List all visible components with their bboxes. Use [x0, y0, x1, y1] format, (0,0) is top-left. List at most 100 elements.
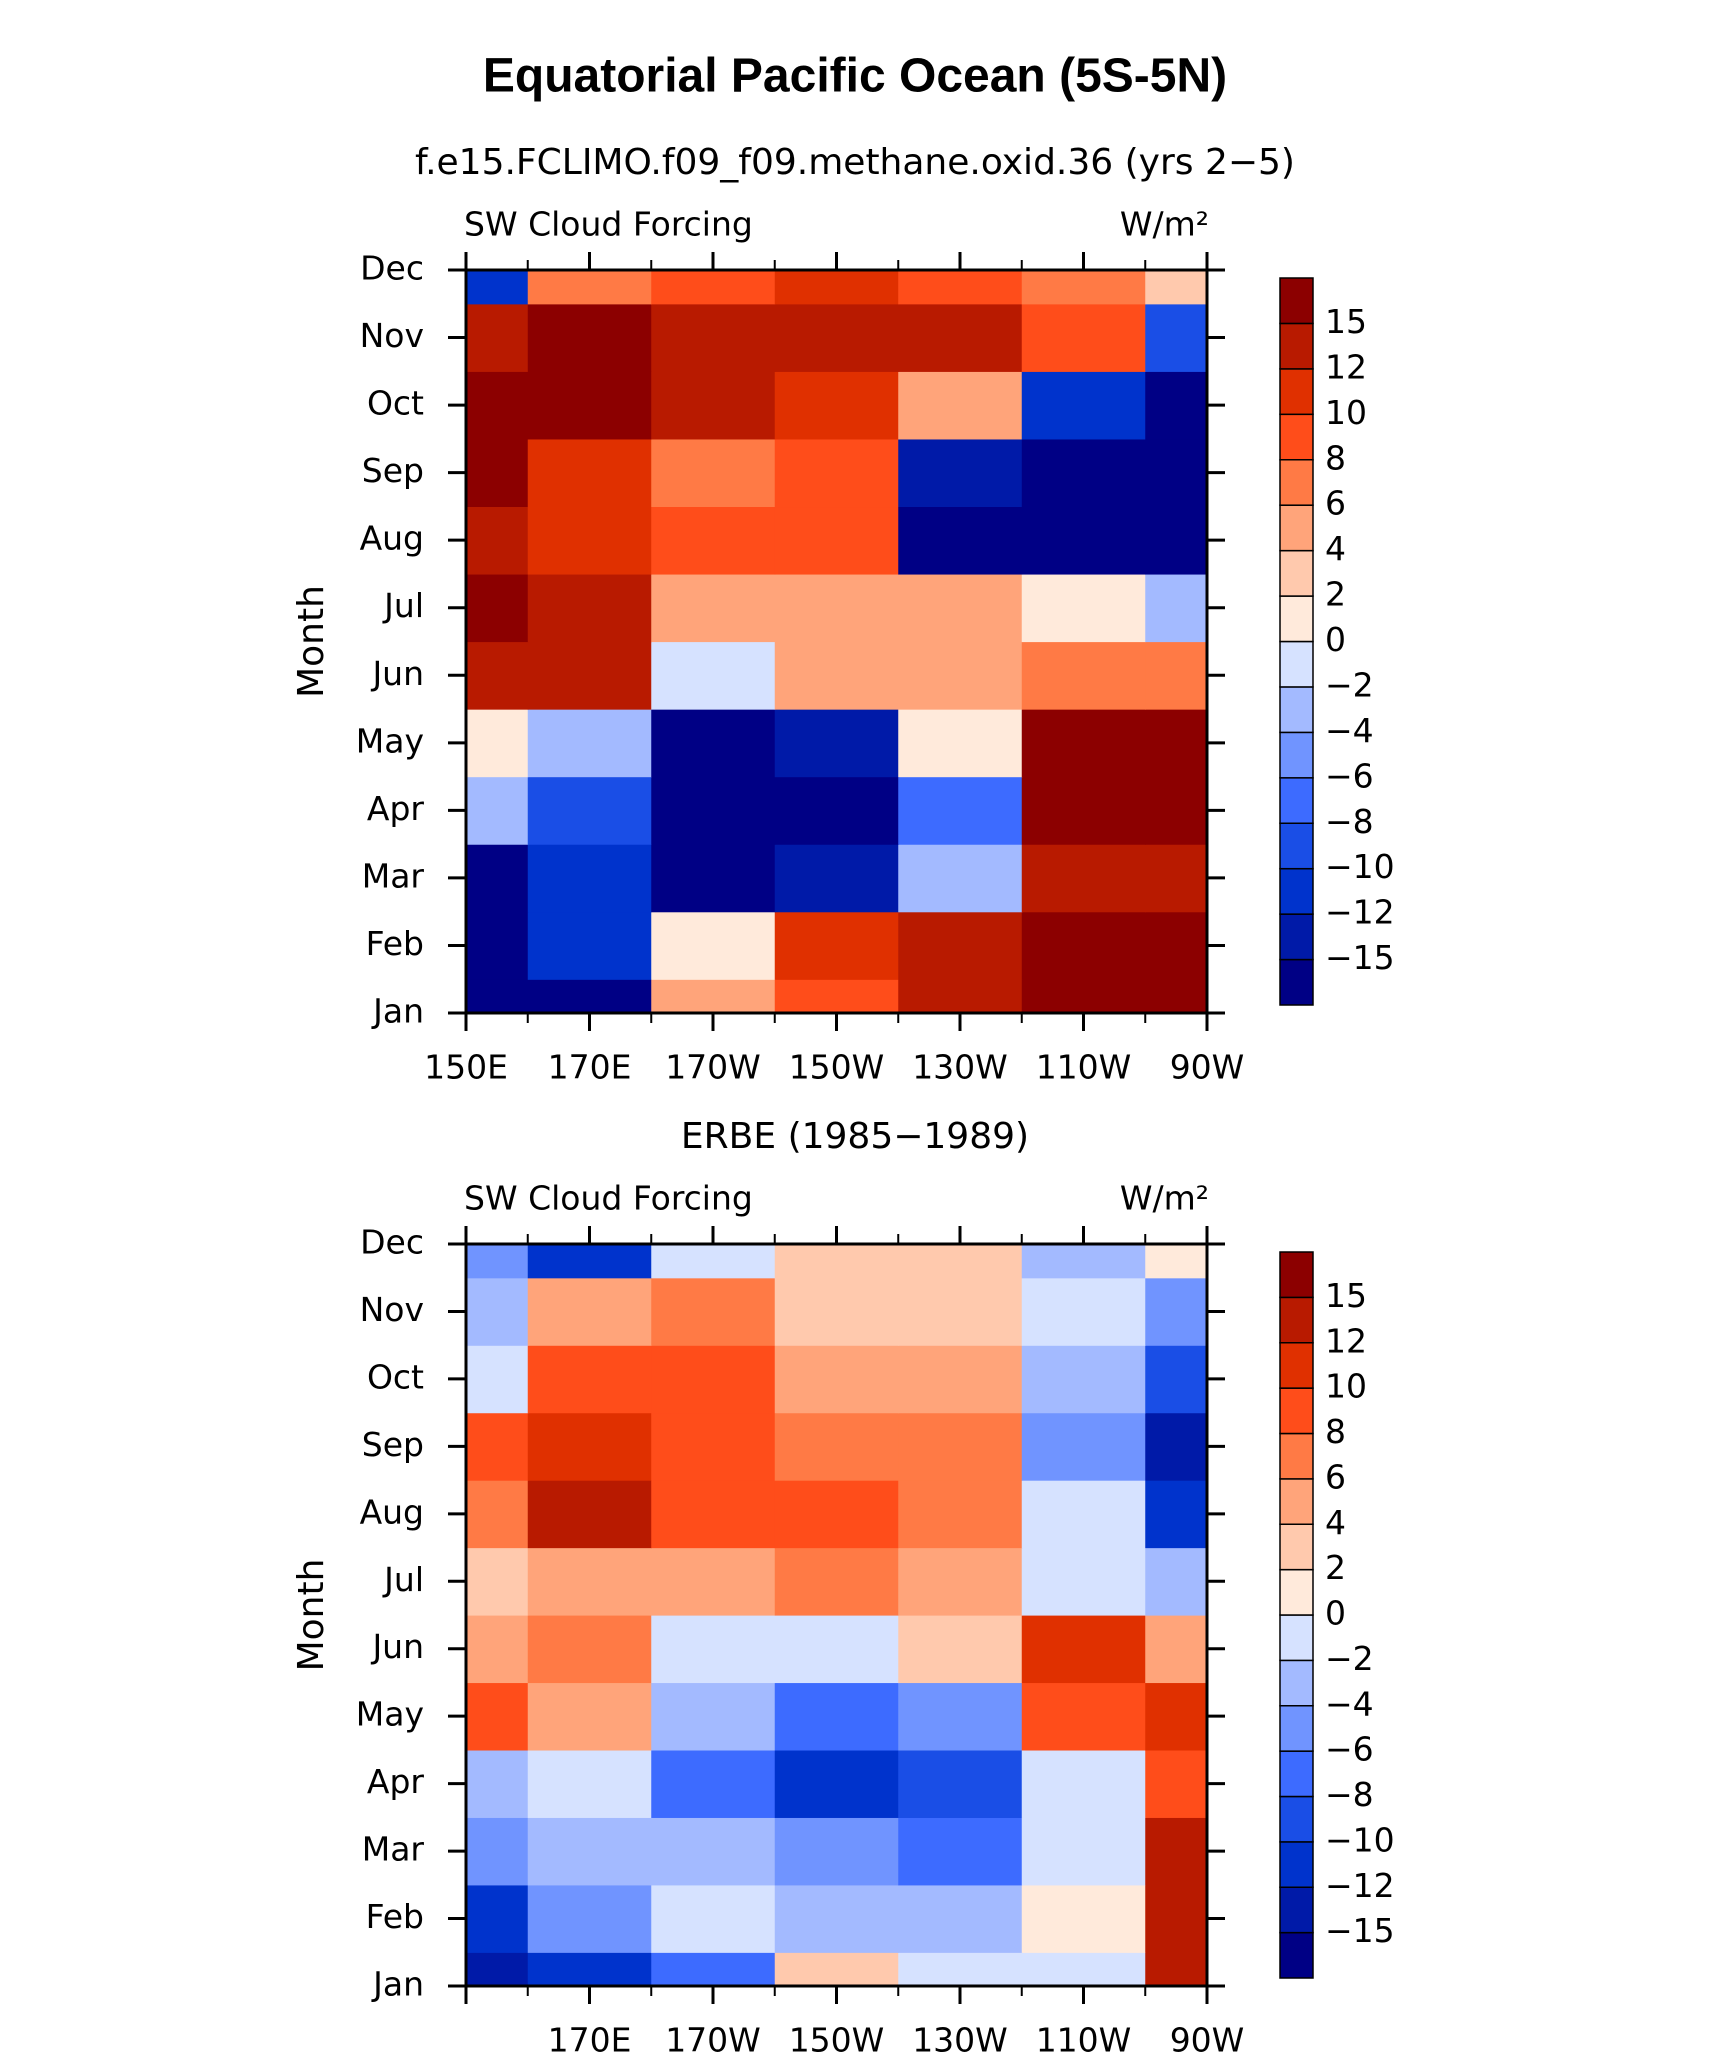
heat-cell [527, 1412, 652, 1481]
heat-cell [527, 776, 652, 845]
y-tick-label: May [356, 1695, 424, 1734]
colorbar-box [1279, 1432, 1314, 1480]
heat-cell [651, 1952, 776, 1986]
heat-cell [1021, 709, 1146, 778]
heat-cell [466, 1615, 529, 1684]
heat-cell [527, 1817, 652, 1886]
heatmap [466, 270, 1207, 1013]
y-tick-label: Dec [360, 1223, 424, 1262]
colorbar-box [1279, 958, 1314, 1006]
heat-cell [1021, 1244, 1146, 1279]
heat-cell [527, 1480, 652, 1549]
heat-cell [774, 1817, 899, 1886]
heat-cell [1145, 506, 1207, 575]
heat-cell [774, 911, 899, 980]
heat-cell [898, 709, 1023, 778]
heat-cell [1021, 1547, 1146, 1616]
heat-cell [527, 844, 652, 913]
units-label: W/m² [1120, 205, 1209, 244]
heat-cell [651, 844, 776, 913]
colorbar-box [1279, 504, 1314, 552]
chart-subtitle: f.e15.FCLIMO.f09_f09.methane.oxid.36 (yr… [415, 142, 1295, 183]
heat-cell [1145, 1817, 1207, 1886]
colorbar-box [1279, 1296, 1314, 1344]
x-tick-label: 150W [789, 1048, 885, 1087]
colorbar-box [1279, 686, 1314, 734]
heat-cell [1021, 1952, 1146, 1986]
heat-cell [898, 1615, 1023, 1684]
heat-cell [651, 1884, 776, 1953]
heat-cell [651, 1480, 776, 1549]
heat-cell [898, 1952, 1023, 1986]
x-tick-label: 150E [424, 1048, 508, 1087]
colorbar-label: 2 [1325, 575, 1346, 614]
heat-cell [774, 438, 899, 508]
heat-cell [651, 1749, 776, 1818]
colorbar-label: 6 [1325, 484, 1346, 523]
heat-cell [651, 911, 776, 980]
colorbar-label: −15 [1325, 938, 1395, 977]
heat-cell [1021, 270, 1146, 305]
main-title: Equatorial Pacific Ocean (5S-5N) [483, 50, 1227, 103]
heat-cell [527, 270, 652, 305]
heat-cell [774, 371, 899, 440]
heat-cell [527, 506, 652, 575]
units-label: W/m² [1120, 1179, 1209, 1218]
heat-cell [898, 979, 1023, 1013]
colorbar-label: −6 [1325, 1730, 1374, 1769]
colorbar-label: −15 [1325, 1911, 1395, 1950]
heat-cell [651, 1615, 776, 1684]
heat-cell [774, 1952, 899, 1986]
colorbar-label: 6 [1325, 1457, 1346, 1496]
colorbar-box [1279, 1387, 1314, 1435]
heat-cell [651, 506, 776, 575]
heat-cell [774, 1480, 899, 1549]
left-label: SW Cloud Forcing [464, 205, 753, 244]
heat-cell [774, 1547, 899, 1616]
y-tick-label: Feb [366, 924, 424, 963]
colorbar-box [1279, 731, 1314, 779]
heat-cell [527, 979, 652, 1013]
y-tick-label: Mar [362, 1830, 425, 1869]
heat-cell [527, 1952, 652, 1986]
heat-cell [774, 1615, 899, 1684]
heat-cell [1145, 1749, 1207, 1818]
colorbar-box [1279, 595, 1314, 643]
x-tick-label: 170E [548, 1048, 632, 1087]
y-tick-label: Jul [382, 1560, 424, 1599]
heat-cell [651, 1682, 776, 1751]
colorbar-label: 10 [1325, 1367, 1367, 1406]
heat-cell [1145, 776, 1207, 845]
heat-cell [1021, 1615, 1146, 1684]
x-tick-label: 130W [912, 2021, 1008, 2060]
colorbar-label: 10 [1325, 393, 1367, 432]
heat-cell [466, 709, 529, 778]
y-tick-label: Mar [362, 856, 425, 895]
colorbar-box [1279, 1614, 1314, 1662]
heat-cell [1021, 1817, 1146, 1886]
heat-cell [898, 1547, 1023, 1616]
colorbar-box [1279, 1931, 1314, 1979]
heat-cell [898, 1277, 1023, 1346]
x-tick-label: 110W [1036, 2021, 1132, 2060]
heat-cell [898, 438, 1023, 508]
heat-cell [1021, 911, 1146, 980]
heat-cell [466, 506, 529, 575]
colorbar-box [1279, 1705, 1314, 1752]
heat-cell [466, 1277, 529, 1346]
colorbar-label: 8 [1325, 438, 1346, 477]
colorbar-box [1279, 1750, 1314, 1798]
colorbar-box [1279, 549, 1314, 597]
heat-cell [651, 371, 776, 440]
heat-cell [466, 1345, 529, 1414]
colorbar-label: 8 [1325, 1412, 1346, 1451]
heat-cell [1021, 1480, 1146, 1549]
heat-cell [527, 1682, 652, 1751]
heat-cell [774, 1277, 899, 1346]
heat-cell [898, 1244, 1023, 1279]
heat-cell [898, 844, 1023, 913]
y-axis-label: Month [291, 1559, 332, 1672]
heat-cell [466, 1749, 529, 1818]
heat-cell [1145, 709, 1207, 778]
heat-cell [774, 573, 899, 643]
